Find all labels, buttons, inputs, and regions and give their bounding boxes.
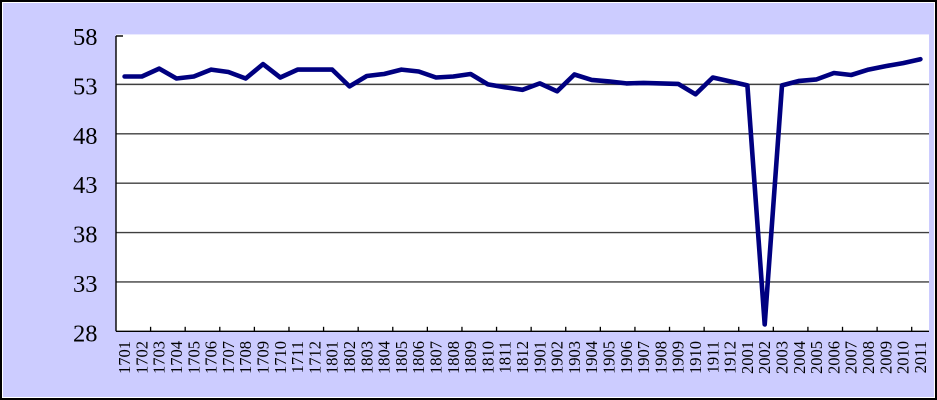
svg-text:1708: 1708 <box>236 341 255 374</box>
svg-text:2001: 2001 <box>738 341 757 374</box>
svg-text:1911: 1911 <box>703 341 722 373</box>
svg-text:1801: 1801 <box>323 341 342 374</box>
svg-text:1712: 1712 <box>305 341 324 374</box>
svg-text:1906: 1906 <box>617 341 636 374</box>
svg-text:1711: 1711 <box>288 341 307 373</box>
svg-text:1808: 1808 <box>444 341 463 374</box>
svg-text:1804: 1804 <box>375 341 394 374</box>
svg-text:2003: 2003 <box>772 341 791 374</box>
svg-text:1701: 1701 <box>115 341 134 374</box>
svg-text:1802: 1802 <box>340 341 359 374</box>
svg-text:48: 48 <box>73 123 98 150</box>
svg-text:1710: 1710 <box>271 341 290 374</box>
svg-text:2009: 2009 <box>876 341 895 374</box>
svg-text:1703: 1703 <box>150 341 169 374</box>
svg-text:2010: 2010 <box>894 341 913 374</box>
svg-text:1809: 1809 <box>461 341 480 374</box>
svg-text:1807: 1807 <box>427 341 446 374</box>
svg-text:1709: 1709 <box>254 341 273 374</box>
svg-text:2008: 2008 <box>859 341 878 374</box>
svg-text:1806: 1806 <box>409 341 428 374</box>
svg-text:2002: 2002 <box>755 341 774 374</box>
svg-text:2006: 2006 <box>824 341 843 374</box>
svg-text:1805: 1805 <box>392 341 411 374</box>
svg-text:28: 28 <box>73 320 98 347</box>
svg-text:1901: 1901 <box>530 341 549 374</box>
svg-text:2011: 2011 <box>911 341 930 373</box>
svg-text:33: 33 <box>73 271 98 298</box>
svg-text:1902: 1902 <box>548 341 567 374</box>
svg-text:2005: 2005 <box>807 341 826 374</box>
svg-text:1704: 1704 <box>167 341 186 374</box>
svg-text:1910: 1910 <box>686 341 705 374</box>
svg-text:1803: 1803 <box>357 341 376 374</box>
svg-text:1912: 1912 <box>721 341 740 374</box>
svg-text:1702: 1702 <box>132 341 151 374</box>
svg-text:43: 43 <box>73 172 98 199</box>
svg-text:1908: 1908 <box>651 341 670 374</box>
svg-text:1706: 1706 <box>202 341 221 374</box>
svg-text:2004: 2004 <box>790 341 809 374</box>
svg-text:1905: 1905 <box>599 341 618 374</box>
svg-text:53: 53 <box>73 73 98 100</box>
svg-text:1705: 1705 <box>184 341 203 374</box>
svg-text:2007: 2007 <box>842 341 861 374</box>
svg-text:1707: 1707 <box>219 341 238 374</box>
svg-text:1810: 1810 <box>478 341 497 374</box>
svg-text:1909: 1909 <box>669 341 688 374</box>
svg-text:1811: 1811 <box>496 341 515 373</box>
svg-text:1907: 1907 <box>634 341 653 374</box>
svg-text:58: 58 <box>73 24 98 51</box>
svg-text:1904: 1904 <box>582 341 601 374</box>
svg-text:38: 38 <box>73 222 98 249</box>
svg-text:1903: 1903 <box>565 341 584 374</box>
svg-text:1812: 1812 <box>513 341 532 374</box>
